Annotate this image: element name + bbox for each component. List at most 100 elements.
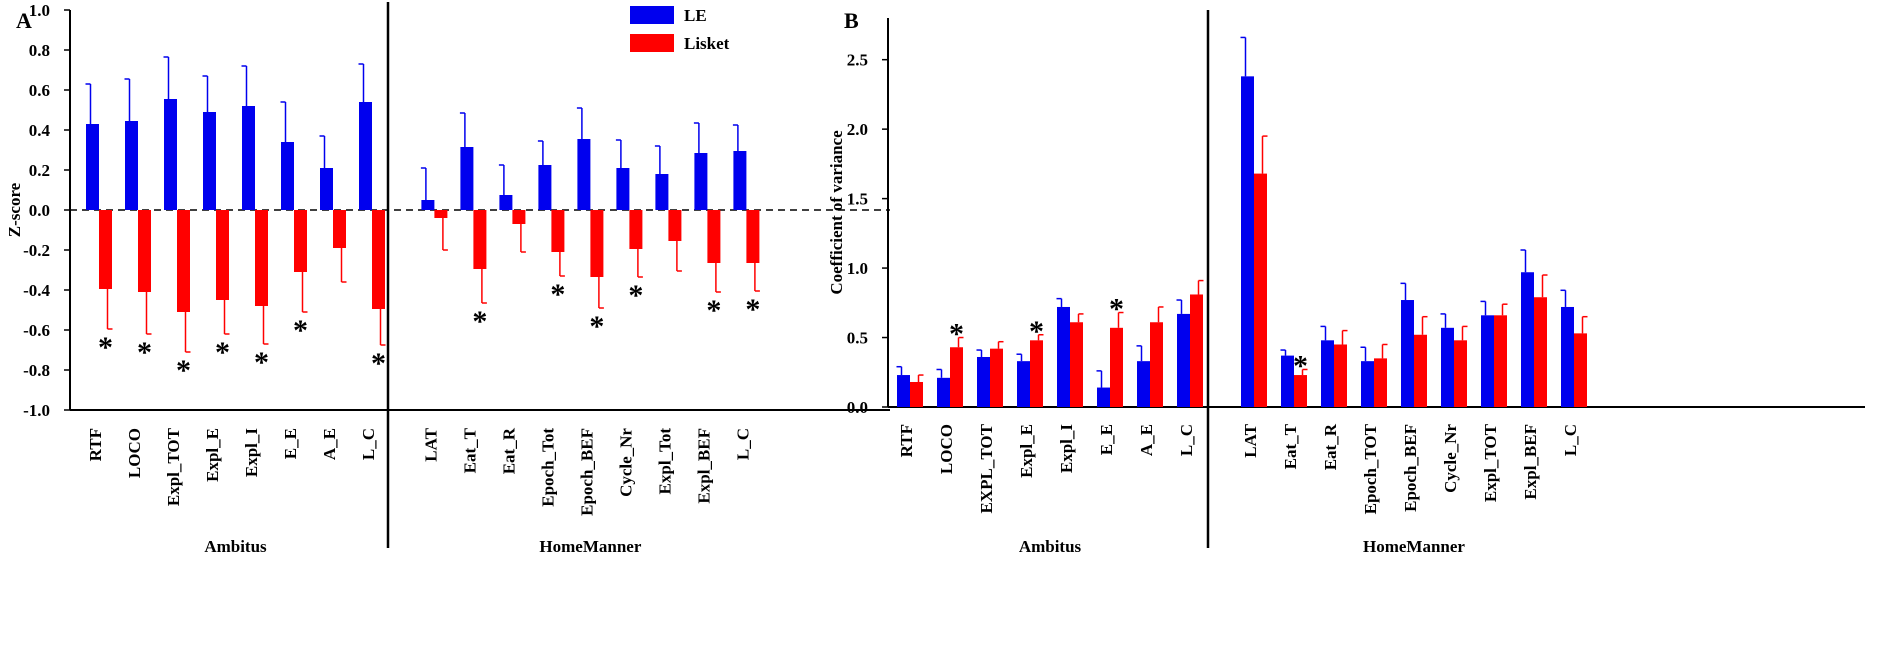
le-bar bbox=[655, 174, 669, 210]
lisket-bar bbox=[590, 210, 604, 277]
x-category-label: Cycle_Nr bbox=[1441, 424, 1460, 493]
lisket-bar bbox=[294, 210, 307, 272]
legend-swatch-0 bbox=[630, 6, 674, 24]
le-bar bbox=[616, 168, 630, 210]
y-tick-label: -1.0 bbox=[23, 401, 50, 420]
x-category-label: Epoch_Tot bbox=[538, 428, 557, 507]
x-category-label: L_C bbox=[1177, 424, 1196, 456]
le-bar bbox=[460, 147, 474, 210]
significance-marker: * bbox=[706, 294, 721, 327]
legend-swatch-1 bbox=[630, 34, 674, 52]
significance-marker: * bbox=[215, 336, 230, 369]
significance-marker: * bbox=[137, 336, 152, 369]
lisket-bar bbox=[910, 381, 923, 407]
significance-marker: * bbox=[550, 278, 565, 311]
group-label-0: Ambitus bbox=[204, 537, 267, 556]
le-bar bbox=[1177, 313, 1190, 407]
y-tick-label: 1.0 bbox=[29, 1, 50, 20]
lisket-bar bbox=[216, 210, 229, 300]
significance-marker: * bbox=[949, 318, 964, 351]
x-category-label: Expl_TOT bbox=[1481, 423, 1500, 502]
group-label-1: HomeManner bbox=[539, 537, 641, 556]
y-tick-label: 2.0 bbox=[847, 120, 868, 139]
y-tick-label: -0.4 bbox=[23, 281, 50, 300]
significance-marker: * bbox=[98, 331, 113, 364]
y-tick-label: 1.0 bbox=[847, 259, 868, 278]
panel-b-label: B bbox=[844, 8, 859, 33]
le-bar bbox=[499, 195, 513, 210]
x-category-label: LOCO bbox=[937, 424, 956, 474]
lisket-bar bbox=[1534, 297, 1547, 407]
lisket-bar bbox=[707, 210, 721, 263]
le-bar bbox=[1057, 306, 1070, 407]
significance-marker: * bbox=[745, 293, 760, 326]
x-category-label: Expl_E bbox=[203, 428, 222, 482]
le-bar bbox=[977, 356, 990, 407]
x-category-label: Epoch_BEF bbox=[1401, 424, 1420, 512]
x-category-label: Expl_BEF bbox=[1521, 424, 1540, 500]
lisket-bar bbox=[1494, 315, 1507, 407]
le-bar bbox=[203, 112, 216, 210]
lisket-bar bbox=[255, 210, 268, 306]
le-bar bbox=[1017, 361, 1030, 407]
le-bar bbox=[937, 377, 950, 407]
y-tick-label: 0.6 bbox=[29, 81, 50, 100]
x-category-label: Expl_TOT bbox=[164, 427, 183, 506]
le-bar bbox=[694, 153, 708, 210]
group-label-1: HomeManner bbox=[1363, 537, 1465, 556]
le-bar bbox=[733, 151, 747, 210]
le-bar bbox=[1521, 272, 1534, 407]
significance-marker: * bbox=[293, 314, 308, 347]
x-category-label: Eat_R bbox=[499, 427, 518, 474]
x-category-label: L_C bbox=[1561, 424, 1580, 456]
lisket-bar bbox=[1254, 173, 1267, 407]
lisket-bar bbox=[1374, 358, 1387, 407]
le-bar bbox=[1281, 355, 1294, 407]
le-bar bbox=[359, 102, 372, 210]
significance-marker: * bbox=[1293, 349, 1308, 382]
le-bar bbox=[1481, 315, 1494, 407]
lisket-bar bbox=[990, 348, 1003, 407]
le-bar bbox=[1097, 387, 1110, 407]
lisket-bar bbox=[177, 210, 190, 312]
y-axis-title: Z-score bbox=[5, 182, 24, 237]
lisket-bar bbox=[1190, 294, 1203, 407]
lisket-bar bbox=[746, 210, 760, 263]
lisket-bar bbox=[1414, 334, 1427, 407]
legend-label-1: Lisket bbox=[684, 34, 730, 53]
x-category-label: Expl_BEF bbox=[694, 428, 713, 504]
significance-marker: * bbox=[254, 346, 269, 379]
y-axis-title: Coefficient of variance bbox=[827, 130, 846, 295]
le-bar bbox=[1137, 361, 1150, 407]
significance-marker: * bbox=[628, 279, 643, 312]
x-category-label: L_C bbox=[359, 428, 378, 460]
legend-label-0: LE bbox=[684, 6, 707, 25]
x-category-label: A_E bbox=[320, 428, 339, 460]
le-bar bbox=[320, 168, 333, 210]
y-tick-label: 0.0 bbox=[29, 201, 50, 220]
panel-a-chart: A -1.0 -0.8 -0.6 -0.4 -0.2 0.0 0.2 0.4 0.6 0.8 1.0 Z… bbox=[5, 1, 890, 556]
x-category-label: E_E bbox=[281, 428, 300, 459]
panel-b-chart: B 0.0 0.5 1.0 1.5 2.0 2.5 Coefficient of varian… bbox=[827, 8, 1865, 556]
lisket-bar bbox=[138, 210, 151, 292]
le-bar bbox=[281, 142, 294, 210]
y-tick-label: 2.5 bbox=[847, 51, 868, 70]
x-category-label: RTF bbox=[897, 424, 916, 457]
x-category-label: Eat_T bbox=[1281, 423, 1300, 469]
x-category-label: LAT bbox=[421, 427, 440, 461]
lisket-bar bbox=[473, 210, 487, 269]
y-tick-label: 0.2 bbox=[29, 161, 50, 180]
lisket-bar bbox=[372, 210, 385, 309]
y-tick-label: 0.0 bbox=[847, 398, 868, 417]
x-category-label: Epoch_BEF bbox=[577, 428, 596, 516]
y-tick-label: 0.8 bbox=[29, 41, 50, 60]
lisket-bar bbox=[434, 210, 448, 218]
x-category-label: Eat_T bbox=[460, 427, 479, 473]
le-bar bbox=[164, 99, 177, 210]
x-category-label: Epoch_TOT bbox=[1361, 423, 1380, 514]
x-category-label: Eat_R bbox=[1321, 423, 1340, 470]
le-bar bbox=[86, 124, 99, 210]
panel-a-label: A bbox=[16, 8, 32, 33]
significance-marker: * bbox=[589, 310, 604, 343]
lisket-bar bbox=[1070, 322, 1083, 407]
